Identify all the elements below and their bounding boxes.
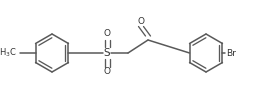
Text: S: S — [104, 48, 110, 58]
Text: $\mathregular{H_3C}$: $\mathregular{H_3C}$ — [0, 47, 17, 59]
Text: O: O — [103, 29, 110, 38]
Text: O: O — [103, 68, 110, 77]
Text: Br: Br — [226, 49, 236, 57]
Text: O: O — [137, 17, 144, 26]
